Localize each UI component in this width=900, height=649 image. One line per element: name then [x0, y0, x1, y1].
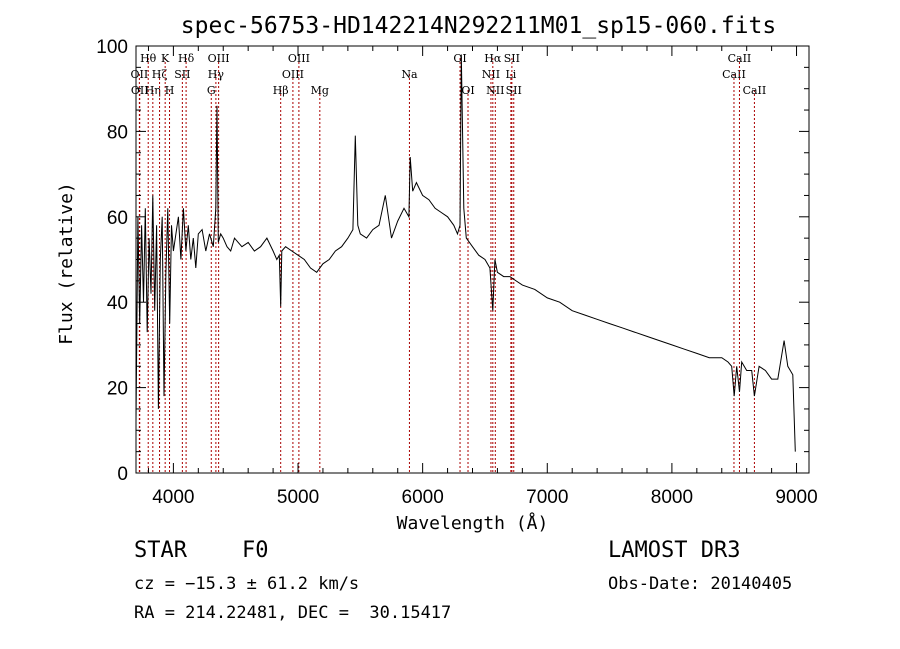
y-tick-label: 20: [107, 379, 128, 400]
redshift-text: cz = −15.3 ± 61.2 km/s: [134, 574, 360, 594]
y-tick-label: 100: [96, 37, 128, 58]
line-label-21: NII: [486, 84, 504, 97]
line-label-15: Mg: [311, 84, 329, 97]
line-label-9: G: [207, 84, 216, 97]
obs-date: Obs-Date: 20140405: [608, 574, 793, 594]
x-tick-label: 7000: [526, 487, 568, 508]
y-tick-label: 0: [117, 464, 128, 485]
line-label-27: CaII: [743, 84, 767, 97]
x-tick-label: 5000: [277, 487, 319, 508]
y-tick-label: 40: [107, 293, 128, 314]
line-label-10: Hγ: [208, 68, 225, 81]
line-label-4: Hζ: [152, 68, 168, 81]
x-tick-label: 4000: [152, 487, 194, 508]
object-subclass: F0: [242, 538, 269, 563]
line-label-19: NII: [482, 68, 500, 81]
line-label-25: CaII: [722, 68, 746, 81]
y-tick-label: 60: [107, 208, 128, 229]
survey-name: LAMOST DR3: [608, 538, 741, 563]
line-label-6: H: [165, 84, 175, 97]
chart-title: spec-56753-HD142214N292211M01_sp15-060.f…: [181, 13, 776, 39]
line-label-22: Li: [505, 68, 516, 81]
line-label-14: OIII: [288, 52, 310, 65]
line-label-16: Na: [401, 68, 418, 81]
line-label-7: SII: [174, 68, 190, 81]
plot-frame: [135, 45, 810, 474]
x-tick-label: 9000: [775, 487, 817, 508]
line-label-26: CaII: [728, 52, 752, 65]
coordinates-text: RA = 214.22481, DEC = 30.15417: [134, 603, 452, 623]
line-label-3: Hη: [145, 84, 161, 97]
x-axis-label: Wavelength (Å): [397, 512, 549, 534]
line-label-20: Hα: [484, 52, 502, 65]
line-label-8: Hδ: [178, 52, 195, 65]
line-label-1: OII: [131, 84, 149, 97]
line-label-2: Hθ: [140, 52, 157, 65]
x-tick-label: 6000: [402, 487, 444, 508]
spectrum-line: [135, 54, 796, 452]
line-label-0: OII: [131, 68, 149, 81]
y-tick-label: 80: [107, 122, 128, 143]
line-label-18: OI: [461, 84, 474, 97]
object-class: STAR: [134, 538, 187, 563]
line-label-11: OIII: [208, 52, 230, 65]
line-label-12: Hβ: [273, 84, 289, 97]
line-label-24: SII: [506, 84, 522, 97]
x-tick-label: 8000: [651, 487, 693, 508]
line-label-13: OIII: [282, 68, 304, 81]
line-label-5: K: [161, 52, 170, 65]
line-label-23: SII: [504, 52, 520, 65]
line-label-17: OI: [453, 52, 466, 65]
y-axis-label: Flux (relative): [56, 182, 77, 345]
